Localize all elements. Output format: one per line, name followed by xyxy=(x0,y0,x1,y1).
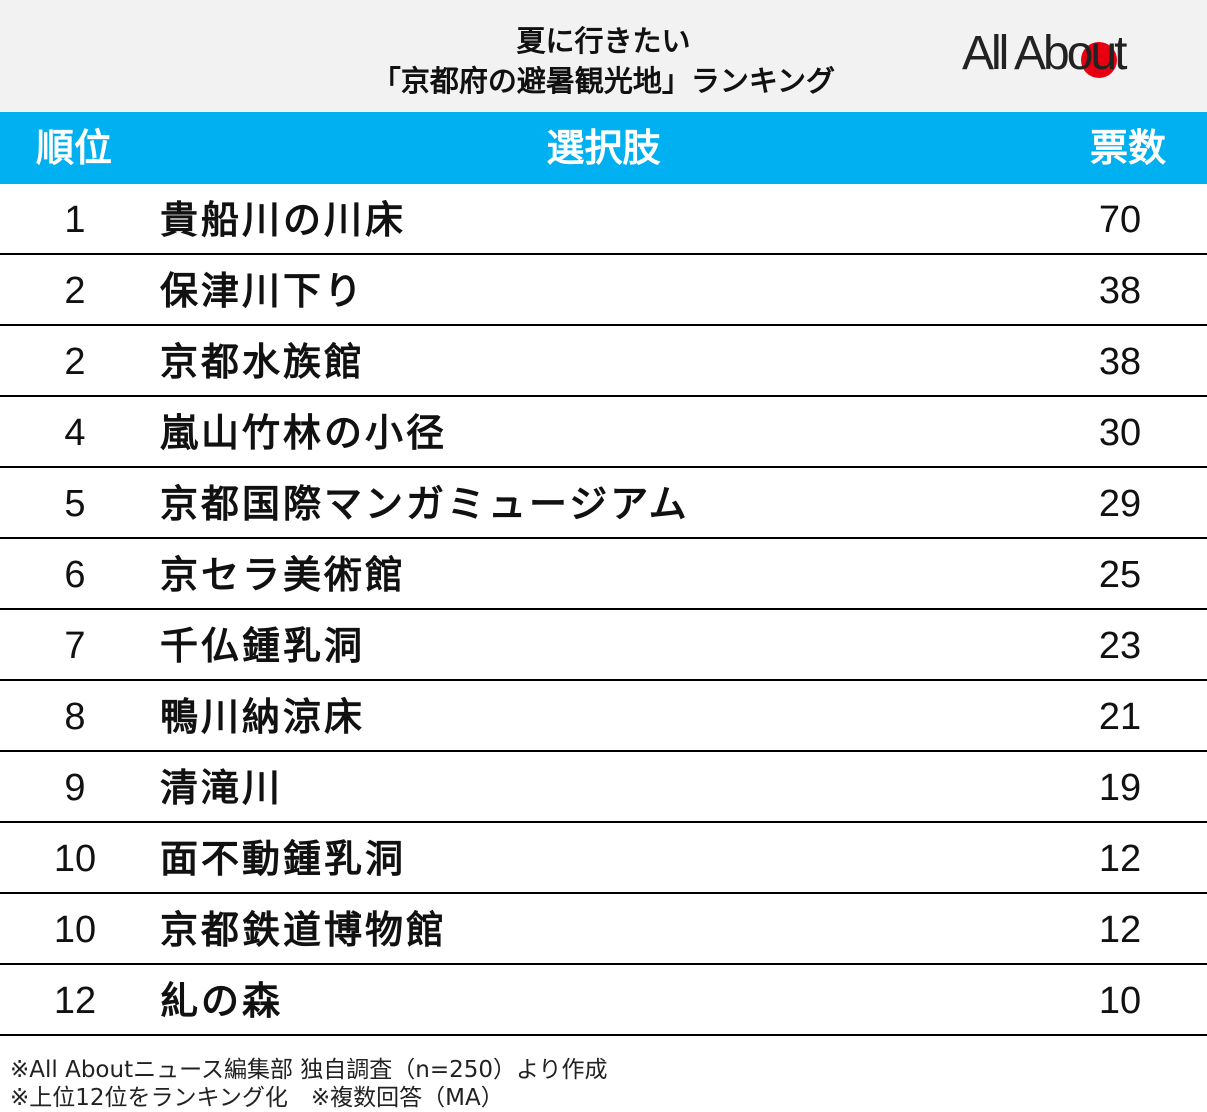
rank: 6 xyxy=(64,554,86,596)
table-row: 9 清滝川 19 xyxy=(0,752,1207,823)
title-line: 「京都府の避暑観光地」ランキング xyxy=(371,64,836,98)
vote-count: 12 xyxy=(1098,838,1142,880)
option-name: 鴨川納涼床 xyxy=(160,695,366,739)
vote-count: 23 xyxy=(1098,625,1142,667)
table-row: 12 糺の森 10 xyxy=(0,965,1207,1036)
logo-text: All About xyxy=(962,27,1127,80)
rank: 8 xyxy=(64,696,86,738)
table-header: 順位 選択肢 票数 xyxy=(0,112,1207,184)
table-row: 5 京都国際マンガミュージアム 29 xyxy=(0,468,1207,539)
vote-count: 19 xyxy=(1098,767,1142,809)
table-row: 8 鴨川納涼床 21 xyxy=(0,681,1207,752)
option-name: 貴船川の川床 xyxy=(160,198,407,242)
table-row: 2 京都水族館 38 xyxy=(0,326,1207,397)
rank: 12 xyxy=(53,980,97,1022)
vote-count: 12 xyxy=(1098,909,1142,951)
option-name: 清滝川 xyxy=(160,766,284,810)
table-row: 6 京セラ美術館 25 xyxy=(0,539,1207,610)
table-body: 1 貴船川の川床 70 2 保津川下り 38 2 京都水族館 38 4 嵐山竹林の小径 30 5 京都国際… xyxy=(0,184,1207,1036)
vote-count: 10 xyxy=(1098,980,1142,1022)
note: ※上位12位をランキング化 ※複数回答（MA） xyxy=(10,1085,504,1111)
rank: 9 xyxy=(64,767,86,809)
vote-count: 29 xyxy=(1098,483,1142,525)
rank: 4 xyxy=(64,412,86,454)
column-header: 順位 xyxy=(36,126,113,170)
option-name: 京セラ美術館 xyxy=(160,553,407,597)
table-row: 10 京都鉄道博物館 12 xyxy=(0,894,1207,965)
option-name: 糺の森 xyxy=(160,979,284,1023)
rank: 2 xyxy=(64,341,86,383)
option-name: 面不動鍾乳洞 xyxy=(160,837,407,881)
table-row: 10 面不動鍾乳洞 12 xyxy=(0,823,1207,894)
table-row: 1 貴船川の川床 70 xyxy=(0,184,1207,255)
rank: 2 xyxy=(64,270,86,312)
option-name: 京都国際マンガミュージアム xyxy=(160,482,690,526)
vote-count: 25 xyxy=(1098,554,1142,596)
rank: 7 xyxy=(64,625,86,667)
rank: 1 xyxy=(64,199,86,241)
column-header: 選択肢 xyxy=(546,126,661,170)
note: ※All Aboutニュース編集部 独自調査（n=250）より作成 xyxy=(10,1057,608,1083)
logo-dot xyxy=(1081,42,1117,78)
title-line: 夏に行きたい xyxy=(516,24,691,58)
vote-count: 30 xyxy=(1098,412,1142,454)
table-row: 7 千仏鍾乳洞 23 xyxy=(0,610,1207,681)
rank: 5 xyxy=(64,483,86,525)
rank: 10 xyxy=(53,909,97,951)
logo: All About xyxy=(962,26,1182,86)
table-row: 4 嵐山竹林の小径 30 xyxy=(0,397,1207,468)
vote-count: 21 xyxy=(1098,696,1142,738)
option-name: 京都水族館 xyxy=(160,340,366,384)
option-name: 京都鉄道博物館 xyxy=(160,908,448,952)
table-row: 2 保津川下り 38 xyxy=(0,255,1207,326)
option-name: 保津川下り xyxy=(160,269,366,313)
header: 夏に行きたい 「京都府の避暑観光地」ランキング All About xyxy=(0,0,1207,112)
vote-count: 38 xyxy=(1098,270,1142,312)
vote-count: 70 xyxy=(1098,199,1142,241)
option-name: 千仏鍾乳洞 xyxy=(160,624,366,668)
column-header: 票数 xyxy=(1090,126,1167,170)
vote-count: 38 xyxy=(1098,341,1142,383)
option-name: 嵐山竹林の小径 xyxy=(160,411,448,455)
rank: 10 xyxy=(53,838,97,880)
